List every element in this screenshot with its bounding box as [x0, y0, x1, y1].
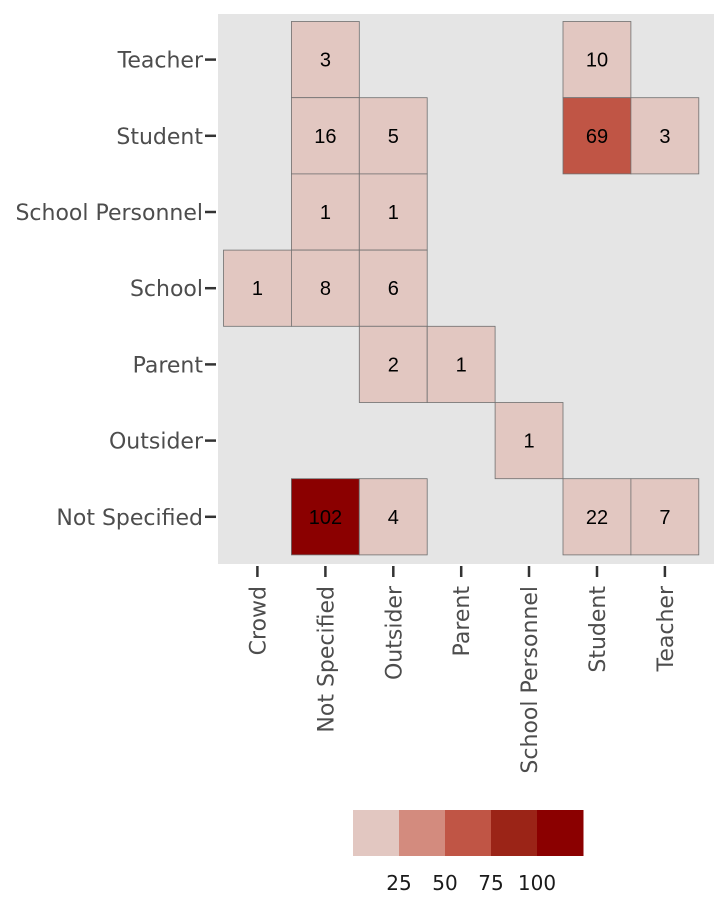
cell-value-label: 1 — [320, 202, 331, 224]
cell-value-label: 1 — [252, 278, 263, 300]
cell-value-label: 7 — [659, 507, 670, 529]
y-tick-label-school: School — [130, 277, 203, 302]
x-tick-label-parent: Parent — [450, 586, 475, 657]
heatmap-cell-outsider-school-personnel: 1 — [494, 402, 564, 480]
heatmap-cell-teacher-not-specified: 3 — [290, 21, 360, 99]
heatmap-cell-student-outsider: 5 — [358, 97, 428, 175]
y-axis-labels: Not Specified Outsider Parent School School … — [15, 49, 216, 531]
heatmap-cells: 3 10 16 5 69 3 1 1 1 8 6 2 1 1 102 4 22 7 — [223, 21, 700, 556]
heatmap-cell-rect — [358, 325, 428, 403]
cell-value-label: 2 — [388, 354, 399, 376]
cell-value-label: 3 — [659, 126, 670, 148]
cell-value-label: 10 — [586, 50, 608, 72]
cell-value-label: 1 — [456, 354, 467, 376]
heatmap-cell-student-teacher: 3 — [630, 97, 700, 175]
cell-value-label: 102 — [309, 507, 342, 529]
cell-value-label: 8 — [320, 278, 331, 300]
x-tick-label-crowd: Crowd — [246, 586, 271, 655]
x-tick-label-not-specified: Not Specified — [314, 586, 339, 733]
heatmap-cell-rect — [494, 402, 564, 480]
heatmap-cell-school-personnel-outsider: 1 — [358, 173, 428, 251]
heatmap-cell-school-crowd: 1 — [223, 249, 292, 327]
heatmap-cell-school-personnel-not-specified: 1 — [290, 173, 360, 251]
cell-value-label: 1 — [388, 202, 399, 224]
cell-value-label: 5 — [388, 126, 399, 148]
legend-color-step — [353, 810, 400, 856]
heatmap-cell-parent-outsider: 2 — [358, 325, 428, 403]
x-tick-label-teacher: Teacher — [654, 585, 679, 672]
y-tick-label-school-personnel: School Personnel — [15, 201, 203, 226]
heatmap-cell-rect — [358, 249, 428, 327]
heatmap-cell-rect — [290, 21, 360, 99]
cell-value-label: 22 — [586, 507, 608, 529]
cell-value-label: 6 — [388, 278, 399, 300]
y-tick-label-teacher: Teacher — [117, 49, 204, 74]
heatmap-cell-student-not-specified: 16 — [290, 97, 360, 175]
legend-break-label: 100 — [518, 871, 556, 895]
heatmap-cell-school-not-specified: 8 — [290, 249, 360, 327]
heatmap-cell-rect — [290, 478, 360, 556]
heatmap-cell-rect — [358, 97, 428, 175]
heatmap-cell-not-specified-outsider: 4 — [358, 478, 428, 556]
x-axis-labels: Crowd Not Specified Outsider Parent School P… — [246, 566, 679, 774]
color-legend: 25 50 75 100 — [353, 810, 584, 895]
heatmap-cell-rect — [358, 173, 428, 251]
heatmap-cell-rect — [562, 478, 632, 556]
legend-color-step — [445, 810, 492, 856]
heatmap-cell-rect — [290, 97, 360, 175]
legend-break-label: 75 — [478, 871, 503, 895]
heatmap-cell-rect — [223, 249, 292, 327]
heatmap-cell-rect — [562, 21, 632, 99]
x-tick-label-school-personnel: School Personnel — [518, 586, 543, 774]
cell-value-label: 69 — [586, 126, 608, 148]
y-tick-label-parent: Parent — [133, 353, 204, 378]
heatmap-cell-rect — [290, 249, 360, 327]
heatmap-cell-rect — [426, 325, 496, 403]
x-tick-label-outsider: Outsider — [382, 585, 407, 680]
x-tick-label-student: Student — [586, 586, 611, 673]
heatmap-cell-not-specified-student: 22 — [562, 478, 632, 556]
cell-value-label: 4 — [388, 507, 399, 529]
cell-value-label: 16 — [314, 126, 336, 148]
heatmap-cell-rect — [630, 478, 700, 556]
legend-color-step — [537, 810, 584, 856]
heatmap-cell-teacher-student: 10 — [562, 21, 632, 99]
legend-color-step — [399, 810, 446, 856]
heatmap-cell-not-specified-not-specified: 102 — [290, 478, 360, 556]
cell-value-label: 1 — [523, 431, 534, 453]
heatmap-cell-student-student: 69 — [562, 97, 632, 175]
legend-break-label: 50 — [432, 871, 457, 895]
heatmap-cell-not-specified-teacher: 7 — [630, 478, 700, 556]
heatmap-cell-rect — [358, 478, 428, 556]
heatmap-cell-parent-parent: 1 — [426, 325, 496, 403]
y-tick-label-not-specified: Not Specified — [56, 506, 203, 531]
heatmap-cell-rect — [630, 97, 700, 175]
legend-break-label: 25 — [386, 871, 411, 895]
heatmap-cell-rect — [290, 173, 360, 251]
y-tick-label-outsider: Outsider — [109, 430, 204, 455]
legend-color-step — [491, 810, 538, 856]
heatmap-cell-school-outsider: 6 — [358, 249, 428, 327]
y-tick-label-student: Student — [116, 125, 203, 150]
heatmap-cell-rect — [562, 97, 632, 175]
cell-value-label: 3 — [320, 50, 331, 72]
